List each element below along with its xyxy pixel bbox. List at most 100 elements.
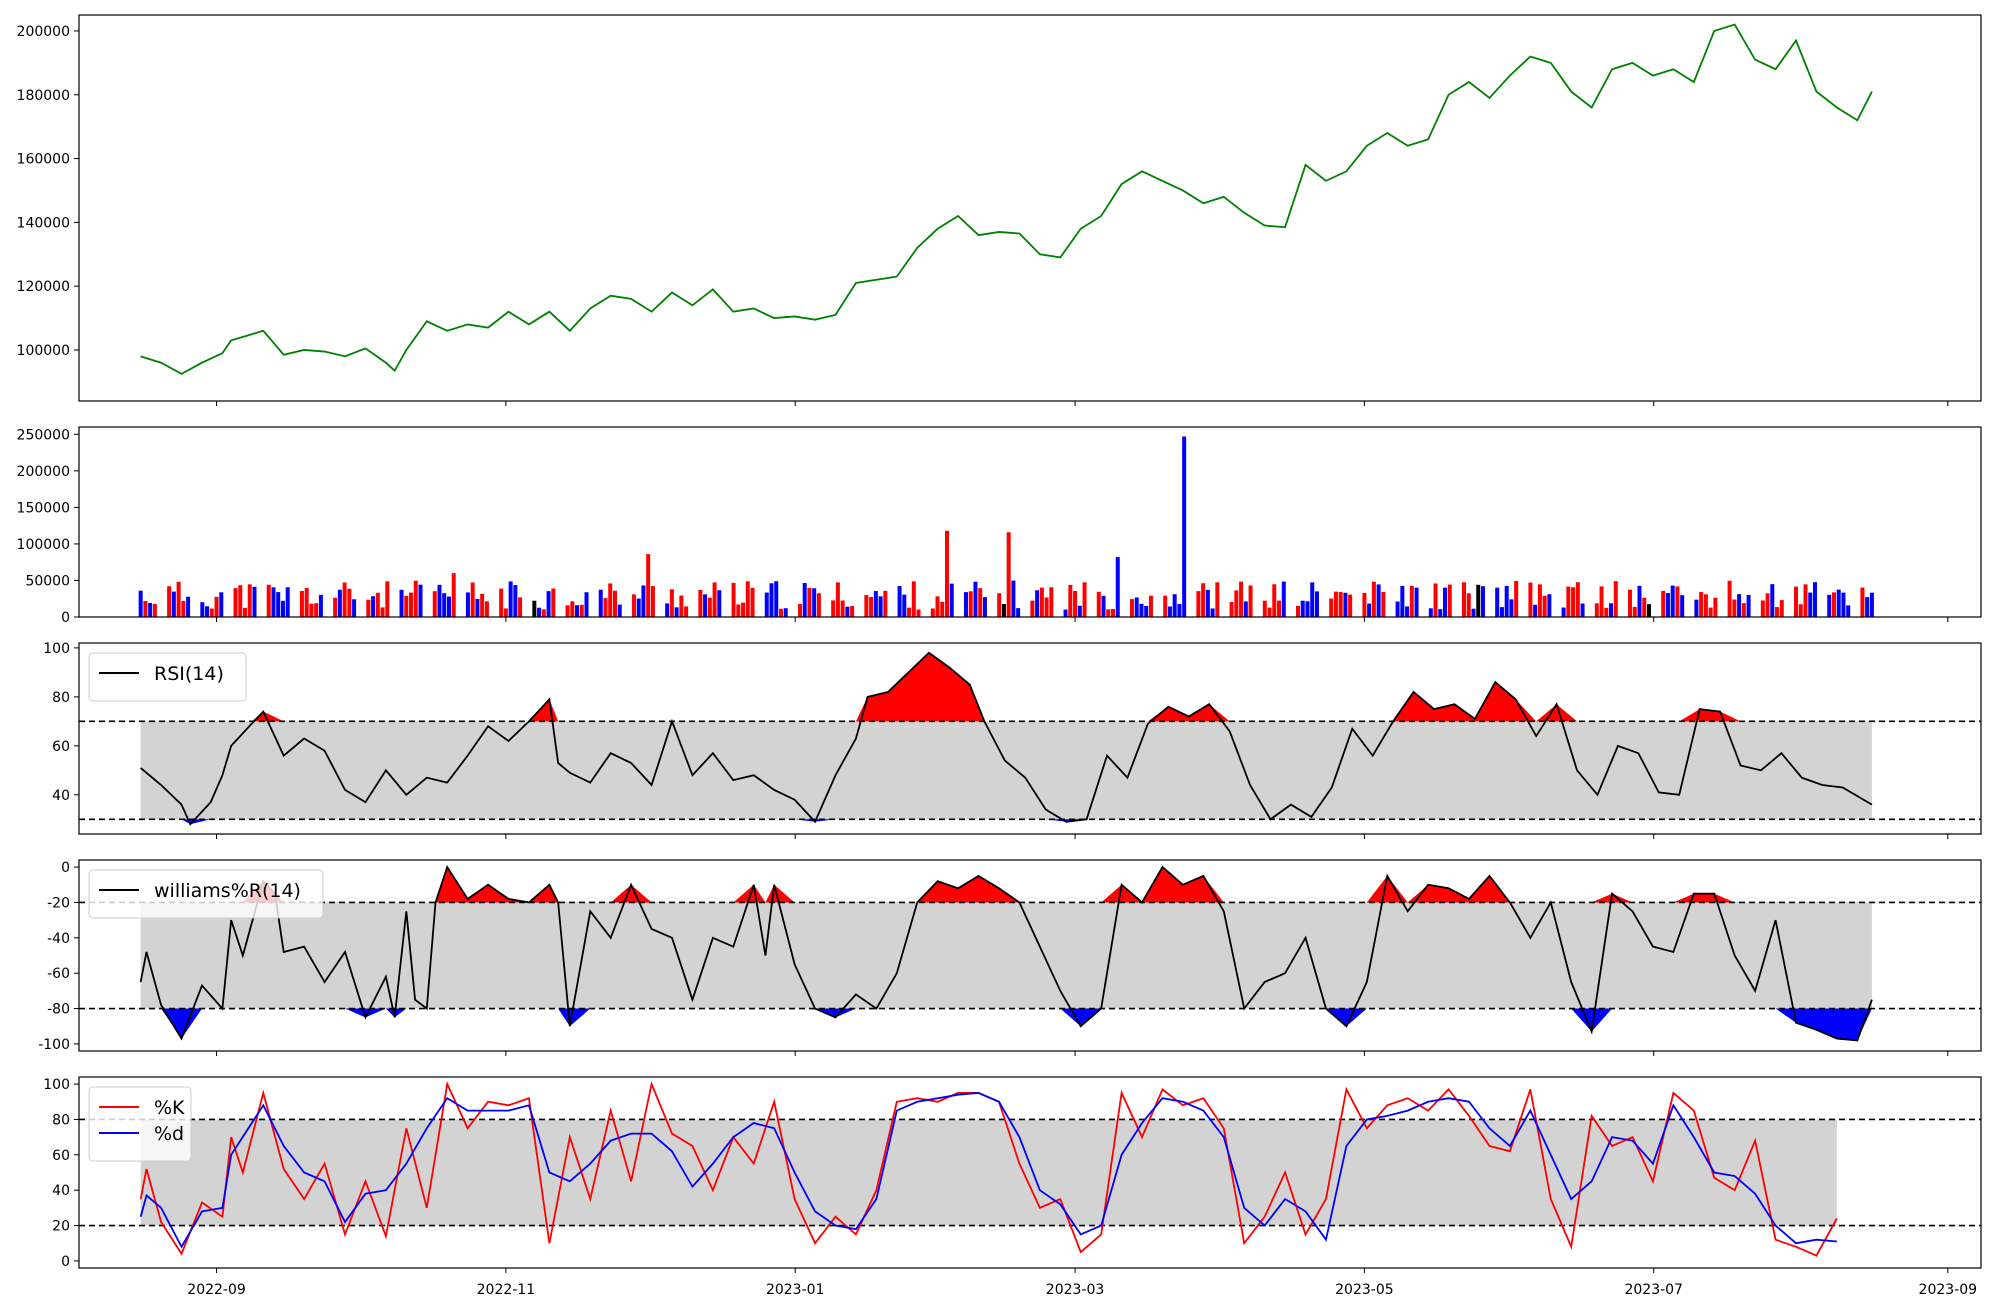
volume-y-tick-label: 200000 bbox=[17, 464, 70, 480]
williams-y-tick-label: -40 bbox=[47, 931, 70, 947]
rsi-y-tick-label: 40 bbox=[52, 788, 70, 804]
volume-bar bbox=[650, 586, 655, 617]
volume-bar bbox=[617, 604, 622, 617]
volume-bar bbox=[247, 584, 252, 617]
volume-bar bbox=[1812, 582, 1817, 617]
volume-bar bbox=[1281, 581, 1286, 617]
volume-bar bbox=[1466, 593, 1471, 617]
volume-bar bbox=[480, 593, 485, 617]
volume-bar bbox=[807, 587, 812, 617]
volume-bar bbox=[565, 605, 570, 617]
volume-bar bbox=[1798, 604, 1803, 617]
volume-frame bbox=[78, 426, 1982, 618]
volume-bar bbox=[703, 594, 708, 617]
volume-bar bbox=[1277, 600, 1282, 617]
volume-bar bbox=[1329, 598, 1334, 617]
volume-bar bbox=[1670, 585, 1675, 617]
williams-line bbox=[139, 864, 1873, 1042]
volume-bar bbox=[764, 592, 769, 617]
volume-bar bbox=[1471, 608, 1476, 617]
williams-legend-label: williams%R(14) bbox=[154, 880, 301, 902]
volume-bar bbox=[1846, 605, 1851, 617]
date-axis-tick-label: 2022-09 bbox=[187, 1282, 246, 1298]
volume-bar bbox=[143, 600, 148, 617]
rsi-y-tick-label: 100 bbox=[43, 641, 70, 657]
volume-bar bbox=[1333, 591, 1338, 617]
volume-bar bbox=[1561, 607, 1566, 617]
volume-bar bbox=[612, 590, 617, 617]
volume-bar bbox=[1001, 604, 1006, 617]
volume-y-tick-label: 250000 bbox=[17, 427, 70, 443]
volume-bar bbox=[1732, 599, 1737, 617]
price-y-tick-label: 100000 bbox=[17, 343, 70, 359]
volume-bar bbox=[1571, 587, 1576, 617]
volume-bar bbox=[1201, 583, 1206, 617]
volume-bar bbox=[1775, 607, 1780, 617]
volume-bar bbox=[380, 607, 385, 617]
volume-bar bbox=[309, 603, 314, 617]
volume-bar bbox=[1163, 595, 1168, 617]
volume-bar bbox=[1604, 607, 1609, 617]
volume-bar bbox=[631, 594, 636, 617]
stochastic-legend-box bbox=[88, 1086, 192, 1162]
volume-bar bbox=[1476, 584, 1481, 617]
volume-bar bbox=[674, 607, 679, 617]
volume-bar bbox=[1262, 600, 1267, 617]
volume-bar bbox=[1699, 591, 1704, 617]
volume-bar bbox=[646, 554, 651, 617]
volume-bar bbox=[285, 587, 290, 617]
volume-bar bbox=[437, 584, 442, 617]
volume-bar bbox=[518, 597, 523, 617]
volume-bar bbox=[1580, 603, 1585, 617]
volume-bar bbox=[1239, 581, 1244, 617]
volume-bar bbox=[1613, 581, 1618, 617]
volume-bar bbox=[503, 608, 508, 617]
volume-bar bbox=[205, 606, 210, 617]
volume-bar bbox=[873, 591, 878, 617]
volume-bar bbox=[1011, 580, 1016, 617]
volume-bar bbox=[371, 596, 376, 617]
volume-bar bbox=[1295, 605, 1300, 617]
volume-bar bbox=[418, 584, 423, 617]
volume-bar bbox=[570, 601, 575, 617]
volume-bar bbox=[1343, 592, 1348, 617]
volume-plot-area bbox=[79, 427, 1981, 617]
volume-bar bbox=[731, 582, 736, 617]
volume-bar bbox=[1509, 599, 1514, 617]
volume-bar bbox=[835, 582, 840, 617]
volume-bar bbox=[1547, 594, 1552, 617]
volume-bar bbox=[413, 580, 418, 617]
volume-bar bbox=[1082, 582, 1087, 617]
volume-bar bbox=[1148, 595, 1153, 617]
volume-bar bbox=[385, 581, 390, 617]
volume-bar bbox=[864, 595, 869, 617]
volume-bar bbox=[1495, 587, 1500, 617]
volume-bar bbox=[930, 608, 935, 617]
rsi-neutral-band bbox=[140, 721, 1872, 820]
volume-bar bbox=[551, 588, 556, 617]
volume-bar bbox=[508, 581, 513, 617]
volume-bar bbox=[1129, 599, 1134, 617]
volume-bar bbox=[1006, 532, 1011, 617]
rsi-legend-label: RSI(14) bbox=[154, 663, 224, 685]
volume-bar bbox=[973, 581, 978, 617]
volume-bar bbox=[897, 586, 902, 617]
volume-bar bbox=[883, 590, 888, 617]
volume-bar bbox=[1409, 585, 1414, 617]
volume-y-tick-label: 150000 bbox=[17, 500, 70, 516]
volume-bar bbox=[1514, 581, 1519, 617]
volume-bar bbox=[1599, 586, 1604, 617]
volume-bar bbox=[200, 602, 205, 617]
volume-bar bbox=[850, 606, 855, 617]
volume-bar bbox=[1376, 584, 1381, 617]
volume-bar bbox=[1144, 605, 1149, 617]
volume-bar bbox=[1594, 603, 1599, 617]
volume-bar bbox=[337, 589, 342, 617]
volume-bar bbox=[636, 598, 641, 617]
volume-bar bbox=[1727, 580, 1732, 617]
volume-bar bbox=[138, 590, 143, 617]
volume-bar bbox=[845, 606, 850, 617]
williams-y-tick-label: -80 bbox=[47, 1002, 70, 1018]
date-axis-tick-label: 2022-11 bbox=[477, 1282, 536, 1298]
